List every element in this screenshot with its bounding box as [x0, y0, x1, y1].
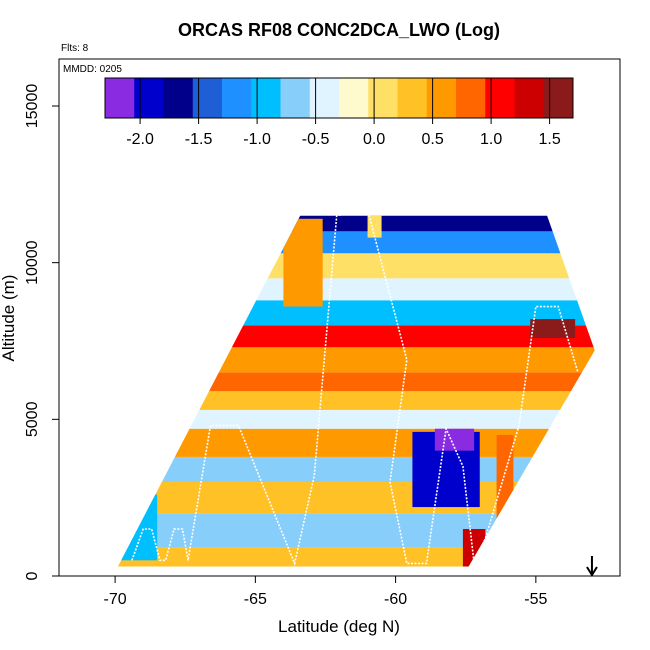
x-axis-label: Latitude (deg N) [278, 617, 400, 636]
colorbar-segment [339, 78, 369, 118]
colorbar-tick-label: 1.5 [538, 131, 560, 148]
x-tick-label: -70 [104, 591, 127, 608]
x-axis: -70 -65 -60 -55 [104, 576, 548, 608]
heatmap-band [117, 482, 595, 514]
date-label: MMDD: 0205 [63, 64, 122, 75]
colorbar-tick-label: 0.5 [421, 131, 443, 148]
colorbar-segment [134, 78, 164, 118]
heatmap-band [117, 215, 595, 232]
colorbar-segment [309, 78, 340, 118]
colorbar-segment [368, 78, 398, 118]
heatmap-band [117, 391, 595, 410]
y-axis-label: Altitude (m) [0, 275, 18, 362]
colorbar-segment [192, 78, 223, 118]
x-tick-label: -55 [524, 591, 547, 608]
heatmap-feature [283, 218, 323, 307]
colorbar-tick-label: 0.0 [363, 131, 385, 148]
heatmap-band [117, 253, 595, 279]
colorbar-segment [456, 78, 486, 118]
flight-track-layer [131, 208, 579, 567]
colorbar-segment [222, 78, 252, 118]
heatmap-band [117, 372, 595, 392]
colorbar-segment [514, 78, 545, 118]
y-tick-label: 5000 [24, 401, 41, 437]
flights-label: Flts: 8 [61, 43, 89, 54]
colorbar-tick-label: -0.5 [302, 131, 330, 148]
y-tick-label: 10000 [24, 240, 41, 285]
heatmap-band [117, 231, 595, 254]
colorbar-segment [485, 78, 515, 118]
arrow-head [586, 566, 598, 577]
heatmap-band [117, 347, 595, 373]
y-tick-label: 15000 [24, 84, 41, 129]
flight-track-line [131, 208, 579, 567]
colorbar-tick-label: -2.0 [126, 131, 154, 148]
heatmap-band [117, 456, 595, 482]
heatmap-band [117, 428, 595, 457]
colorbar-segment [397, 78, 428, 118]
colorbar-segment [543, 78, 574, 118]
colorbar-tick-label: -1.0 [243, 131, 271, 148]
x-tick-label: -65 [244, 591, 267, 608]
heatmap-feature [367, 215, 382, 238]
plot-frame [58, 58, 621, 577]
colorbar-tick-label: 1.0 [480, 131, 502, 148]
colorbar-segment [280, 78, 311, 118]
colorbar-tick-labels: -2.0 -1.5 -1.0 -0.5 0.0 0.5 1.0 1.5 [126, 131, 561, 148]
heatmap-band [117, 278, 595, 301]
heatmap-band [117, 409, 595, 429]
heatmap-feature [434, 428, 475, 451]
y-axis: 0 5000 10000 15000 [24, 84, 59, 580]
colorbar-tick-label: -1.5 [185, 131, 213, 148]
heatmap-feature [530, 319, 576, 338]
heatmap-region [117, 215, 595, 567]
x-tick-label: -60 [384, 591, 407, 608]
colorbar-segment [251, 78, 281, 118]
chart-title: ORCAS RF08 CONC2DCA_LWO (Log) [178, 20, 500, 40]
heatmap-feature [496, 435, 514, 529]
colorbar-frame [104, 77, 574, 119]
colorbar-segment [426, 78, 457, 118]
colorbar-segment [105, 78, 135, 118]
colorbar [104, 77, 574, 124]
arrow-down-icon [586, 556, 598, 577]
y-tick-label: 0 [24, 571, 41, 580]
colorbar-segment [163, 78, 194, 118]
